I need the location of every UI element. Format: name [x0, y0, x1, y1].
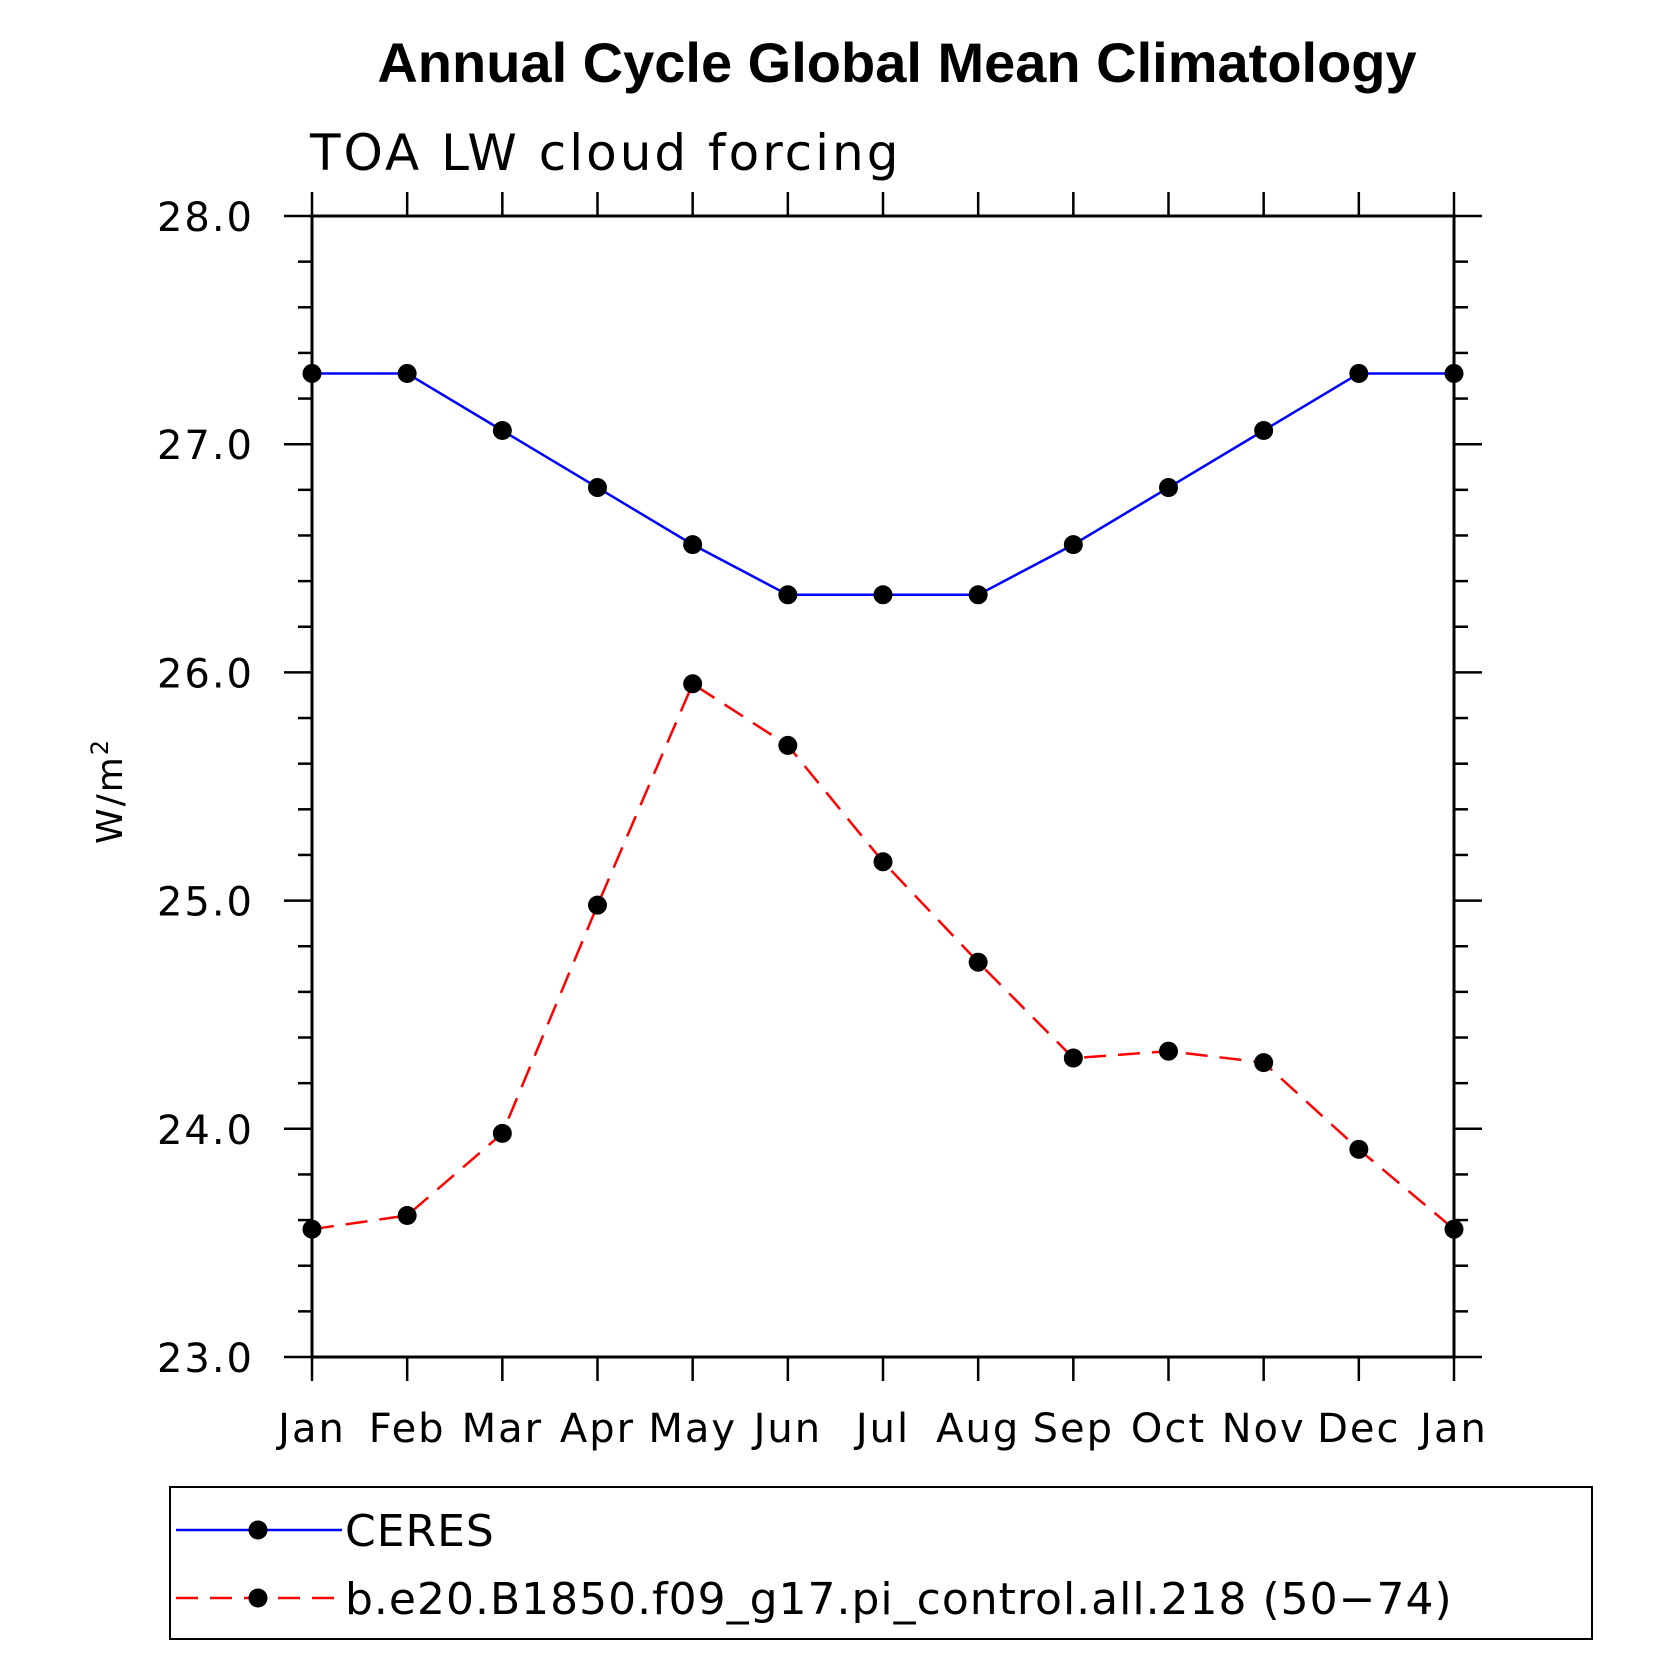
series-1-point-4	[588, 478, 607, 498]
y-axis-label: W/m2	[86, 738, 131, 844]
y-axis-label-superscript: 2	[86, 738, 114, 755]
series-1-point-9	[1063, 535, 1083, 555]
series-2-point-7	[873, 852, 893, 872]
y-tick-label: 24.0	[157, 1108, 254, 1154]
series-2-point-5	[683, 674, 703, 694]
x-tick-label: Oct	[1131, 1406, 1206, 1452]
chart-title: Annual Cycle Global Mean Climatology	[377, 31, 1416, 94]
series-2-point-3	[492, 1123, 512, 1143]
legend-label-2: b.e20.B1850.f09_g17.pi_control.all.218 (…	[345, 1574, 1453, 1625]
legend-label-1: CERES	[345, 1506, 495, 1557]
legend: CERES b.e20.B1850.f09_g17.pi_control.all.…	[169, 1486, 1593, 1640]
legend-marker-1	[248, 1520, 268, 1540]
series-2-point-10	[1159, 1041, 1178, 1061]
series-line-2	[311, 681, 1455, 1231]
series-1-point-10	[1159, 478, 1178, 498]
legend-box	[169, 1486, 1593, 1640]
y-tick-label: 28.0	[157, 195, 254, 241]
y-tick-label: 23.0	[157, 1336, 254, 1382]
series-1-point-12	[1349, 363, 1369, 383]
series-2-point-11	[1254, 1053, 1274, 1073]
series-2-point-9	[1063, 1048, 1083, 1068]
series-2-point-6	[778, 735, 798, 755]
series-2-point-12	[1349, 1139, 1369, 1159]
x-tick-label: Apr	[560, 1406, 635, 1452]
series-1-point-8	[968, 585, 988, 605]
x-tick-label: Feb	[369, 1406, 446, 1452]
series-1-point-2	[397, 363, 417, 383]
x-tick-label: May	[648, 1406, 737, 1452]
series-2-point-4	[588, 895, 607, 915]
series-2-point-8	[968, 952, 988, 972]
plot-area: 23.0 24.0 25.0 26.0 27.0 28.0 Jan Feb Mar Apr May J…	[157, 192, 1488, 1452]
series-2-point-2	[397, 1206, 417, 1226]
x-tick-label: Mar	[462, 1406, 543, 1452]
x-tick-label: Jan	[1417, 1406, 1488, 1452]
y-tick-label: 25.0	[157, 880, 254, 926]
series-1-point-11	[1254, 421, 1274, 441]
series-1-point-3	[492, 421, 512, 441]
series-1-point-7	[873, 585, 893, 605]
x-tick-label: Nov	[1222, 1406, 1306, 1452]
x-tick-label: Jan	[275, 1406, 346, 1452]
y-axis-label-base: W/m	[90, 755, 131, 844]
chart-subtitle: TOA LW cloud forcing	[309, 124, 901, 182]
y-tick-label: 27.0	[157, 423, 254, 469]
legend-marker-2	[248, 1588, 268, 1608]
series-line-1	[312, 372, 1454, 597]
x-tick-label: Aug	[936, 1406, 1020, 1452]
x-tick-label: Sep	[1033, 1406, 1114, 1452]
y-tick-label: 26.0	[157, 651, 254, 697]
x-tick-label: Jul	[853, 1406, 910, 1452]
x-tick-label: Jun	[751, 1406, 823, 1452]
series-1-point-5	[683, 535, 703, 555]
series-1-point-6	[778, 585, 798, 605]
plot-frame	[310, 214, 1456, 1359]
x-tick-label: Dec	[1317, 1406, 1400, 1452]
